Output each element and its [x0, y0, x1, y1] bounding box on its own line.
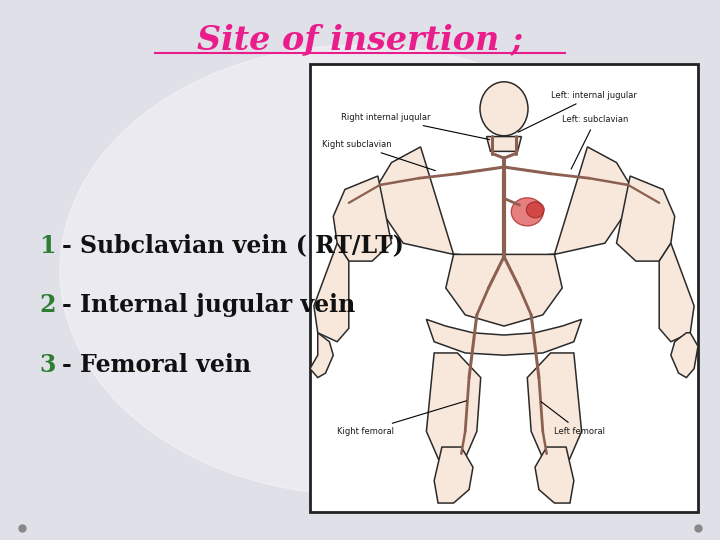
Text: Right internal juqular: Right internal juqular: [341, 113, 490, 139]
Ellipse shape: [480, 82, 528, 136]
Text: - Femoral vein: - Femoral vein: [62, 353, 251, 376]
Ellipse shape: [526, 202, 544, 218]
Text: 2: 2: [40, 293, 56, 317]
Polygon shape: [426, 353, 481, 467]
Text: - Subclavian vein ( RT/LT): - Subclavian vein ( RT/LT): [62, 234, 403, 258]
Polygon shape: [616, 176, 675, 261]
Polygon shape: [535, 447, 574, 503]
Text: Kight subclavian: Kight subclavian: [322, 140, 436, 171]
Text: Left femoral: Left femoral: [541, 402, 606, 436]
Polygon shape: [660, 243, 694, 342]
Text: Kight femoral: Kight femoral: [337, 401, 467, 436]
Polygon shape: [434, 447, 473, 503]
Polygon shape: [333, 176, 392, 261]
Polygon shape: [671, 333, 698, 377]
Text: 3: 3: [40, 353, 56, 376]
Text: 1: 1: [40, 234, 56, 258]
Polygon shape: [310, 333, 333, 377]
Bar: [310, 64, 698, 512]
Ellipse shape: [511, 198, 544, 226]
Text: Left: subclavian: Left: subclavian: [562, 116, 629, 169]
Polygon shape: [487, 137, 521, 151]
Polygon shape: [527, 353, 582, 467]
Text: Site of insertion ;: Site of insertion ;: [197, 24, 523, 57]
Polygon shape: [378, 147, 630, 256]
Polygon shape: [314, 243, 348, 342]
Text: - Internal jugular vein: - Internal jugular vein: [62, 293, 355, 317]
Polygon shape: [446, 254, 562, 326]
Polygon shape: [426, 319, 582, 355]
Ellipse shape: [60, 45, 660, 495]
Text: Left: internal jugular: Left: internal jugular: [518, 91, 636, 132]
